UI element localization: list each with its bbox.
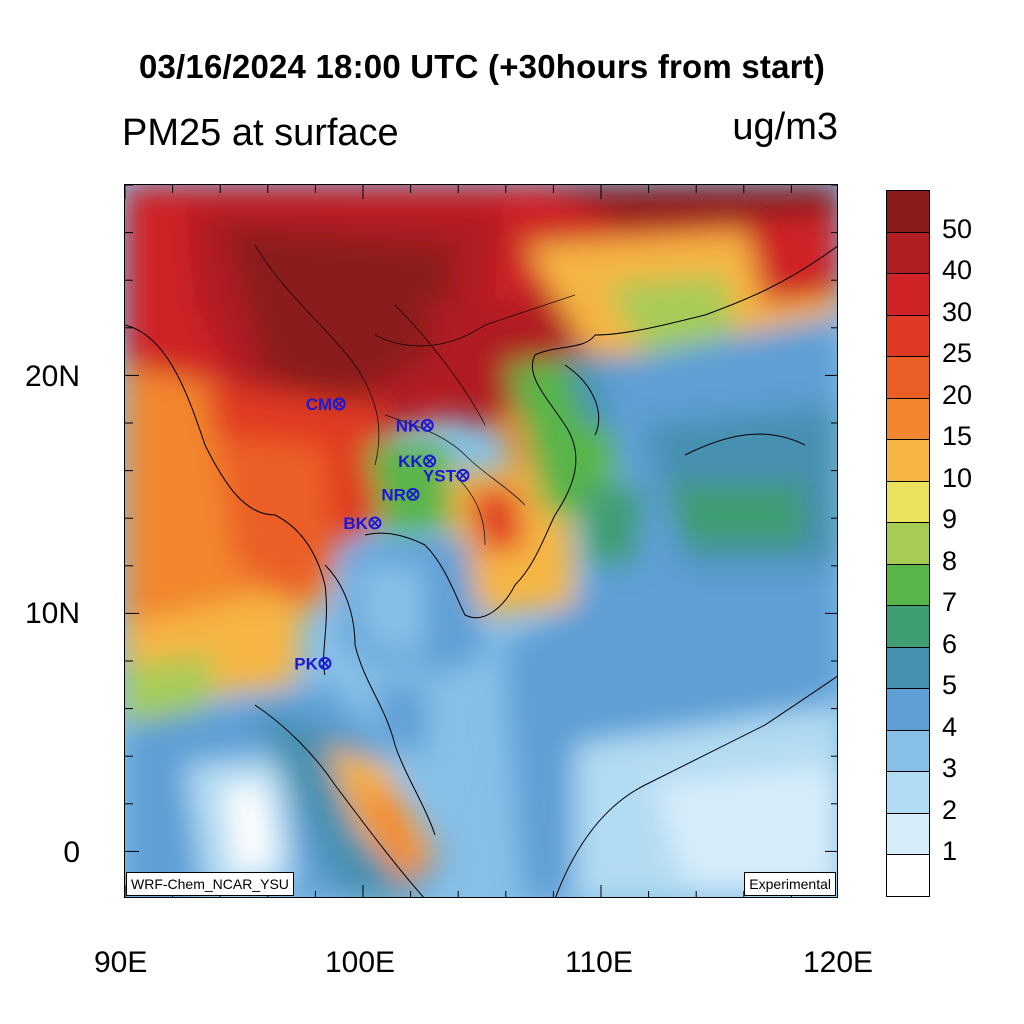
lon-label-110e: 110E xyxy=(565,946,633,979)
colorbar-cell xyxy=(886,688,930,730)
station-bk: BK xyxy=(343,514,382,533)
colorbar-cell xyxy=(886,563,930,605)
lon-label-120e: 120E xyxy=(803,946,874,979)
lon-label-100e: 100E xyxy=(325,946,396,979)
station-cross-icon xyxy=(334,399,344,409)
station-label: BK xyxy=(343,514,368,533)
colorbar-cell xyxy=(886,273,930,315)
station-kk: KK xyxy=(398,452,437,471)
station-label: CM xyxy=(306,395,332,414)
station-yst: YST xyxy=(423,466,470,485)
colorbar-level-label: 15 xyxy=(942,421,973,451)
lat-label-0: 0 xyxy=(63,836,80,869)
colorbar-cell xyxy=(886,356,930,398)
lat-label-20n: 20N xyxy=(24,360,80,393)
station-marker-icon xyxy=(368,516,382,530)
colorbar-cell xyxy=(886,397,930,439)
colorbar-level-label: 20 xyxy=(942,379,973,410)
colorbar-level-label: 25 xyxy=(942,338,973,368)
colorbar-level-label: 2 xyxy=(942,794,958,825)
variable-title: PM25 at surface xyxy=(122,112,399,154)
coastlines xyxy=(125,245,837,897)
station-label: PK xyxy=(294,654,318,673)
colorbar-level-label: 3 xyxy=(942,753,958,783)
colorbar-cell xyxy=(886,190,930,232)
colorbar-level-label: 5 xyxy=(942,670,958,700)
station-marker-icon xyxy=(318,656,332,670)
model-tag: WRF-Chem_NCAR_YSU xyxy=(126,872,294,896)
colorbar-level-label: 30 xyxy=(942,296,973,327)
colorbar-level-label: 6 xyxy=(942,628,958,659)
station-label: NK xyxy=(396,416,421,435)
station-pk: PK xyxy=(294,654,332,673)
station-cross-icon xyxy=(422,420,432,430)
station-cm: CM xyxy=(306,395,346,414)
station-marker-icon xyxy=(332,397,346,411)
colorbar-cell xyxy=(886,231,930,273)
pm25-field-blobs xyxy=(125,185,837,897)
colorbar-level-label: 50 xyxy=(942,213,973,244)
station-nr: NR xyxy=(381,485,420,504)
experimental-tag: Experimental xyxy=(744,872,836,896)
units-label: ug/m3 xyxy=(732,106,838,148)
colorbar-level-label: 10 xyxy=(942,462,973,493)
colorbar-cell xyxy=(886,314,930,356)
station-nk: NK xyxy=(396,416,434,435)
colorbar-level-label: 1 xyxy=(942,836,958,866)
station-cross-icon xyxy=(458,470,468,480)
colorbar-cell xyxy=(886,605,930,647)
colorbar xyxy=(886,190,930,897)
map-panel: CM NK KK YST NR BK PK xyxy=(124,184,838,898)
station-marker-icon xyxy=(406,487,420,501)
station-cross-icon xyxy=(425,456,435,466)
colorbar-level-label: 4 xyxy=(942,711,958,742)
station-marker-icon xyxy=(423,454,437,468)
colorbar-level-label: 7 xyxy=(942,587,958,617)
lat-label-10n: 10N xyxy=(24,597,80,630)
station-cross-icon xyxy=(370,518,380,528)
colorbar-level-label: 8 xyxy=(942,545,958,576)
colorbar-cell xyxy=(886,729,930,771)
station-label: YST xyxy=(423,466,457,485)
colorbar-cell xyxy=(886,646,930,688)
station-marker-icon xyxy=(420,418,434,432)
colorbar-cell xyxy=(886,439,930,481)
colorbar-cell xyxy=(886,854,930,897)
map-title: 03/16/2024 18:00 UTC (+30hours from star… xyxy=(138,48,826,85)
colorbar-cell xyxy=(886,771,930,813)
station-cross-icon xyxy=(408,489,418,499)
lon-label-90e: 90E xyxy=(94,946,148,979)
station-marker-icon xyxy=(456,468,470,482)
station-label: NR xyxy=(381,485,406,504)
colorbar-cell xyxy=(886,812,930,854)
station-label: KK xyxy=(398,452,423,471)
colorbar-cell xyxy=(886,480,930,522)
station-cross-icon xyxy=(320,658,330,668)
colorbar-level-label: 40 xyxy=(942,255,973,285)
colorbar-level-label: 9 xyxy=(942,504,958,534)
colorbar-cell xyxy=(886,522,930,564)
